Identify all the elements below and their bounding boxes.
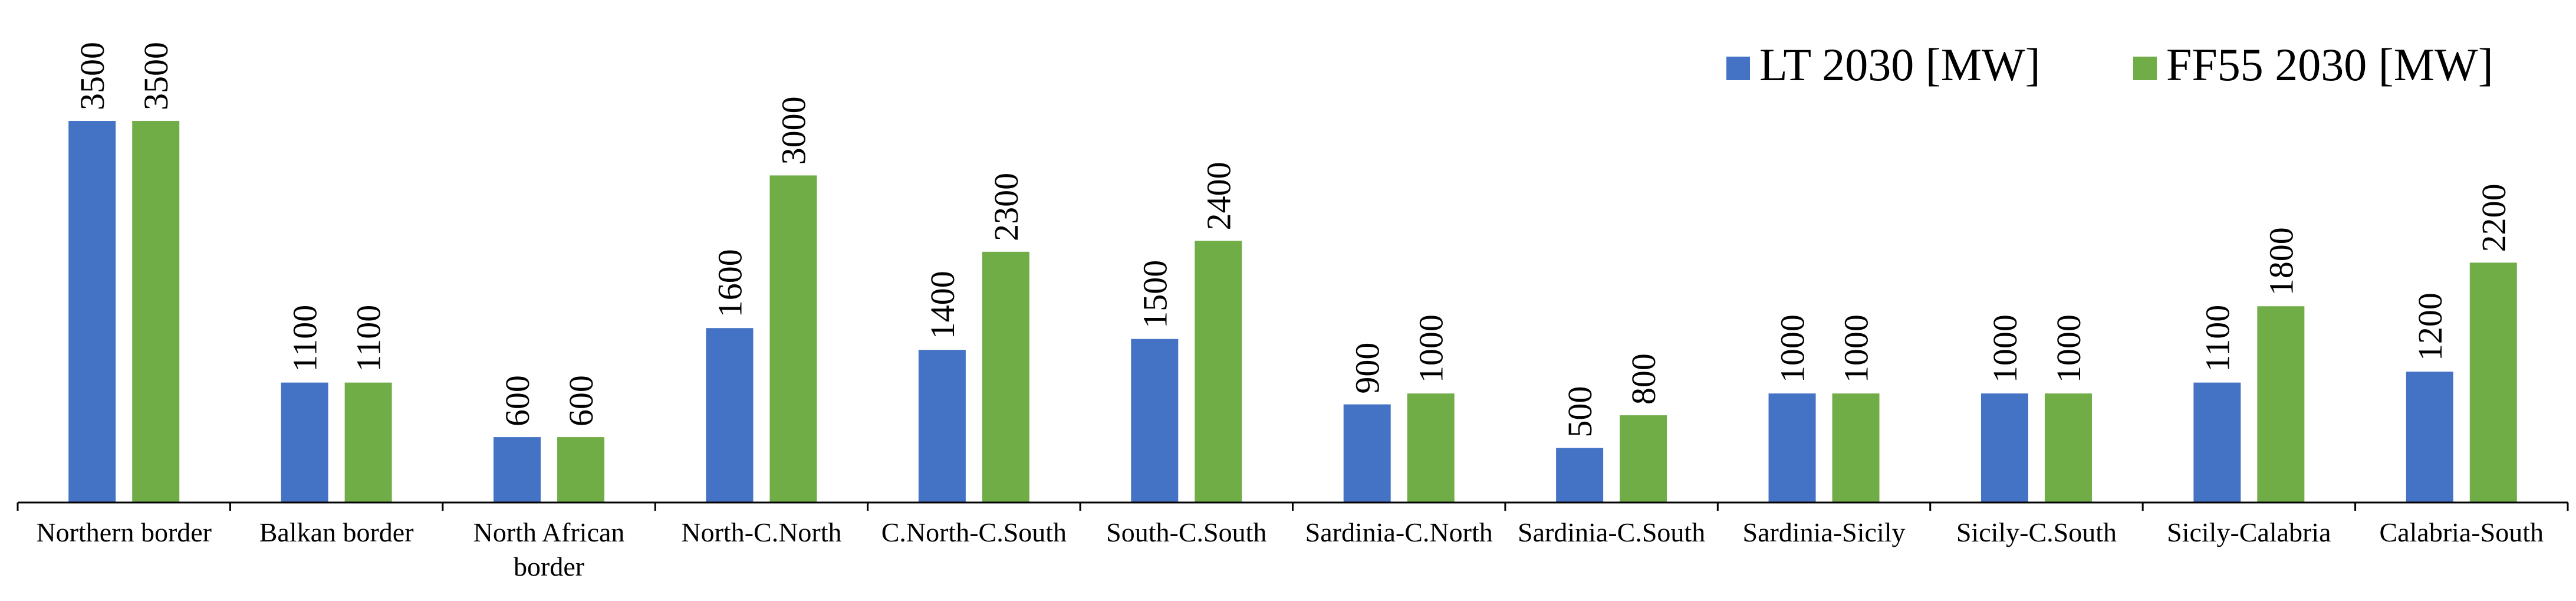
bar-ff55-2030-mw-north-c-north bbox=[769, 175, 817, 503]
data-label: 1600 bbox=[710, 249, 749, 317]
bar-ff55-2030-mw-south-c-south bbox=[1195, 241, 1242, 503]
data-label: 500 bbox=[1561, 386, 1599, 438]
x-tick-label-north-c-north: North-C.North bbox=[681, 517, 841, 547]
bar-lt-2030-mw-south-c-south bbox=[1131, 339, 1179, 503]
bar-ff55-2030-mw-northern-border bbox=[132, 121, 180, 503]
data-label: 600 bbox=[498, 375, 537, 426]
bar-lt-2030-mw-sardinia-c-south bbox=[1556, 448, 1604, 503]
bar-lt-2030-mw-northern-border bbox=[68, 121, 116, 503]
bar-ff55-2030-mw-sicily-c-south bbox=[2044, 393, 2092, 503]
x-tick-label-balkan-border: Balkan border bbox=[259, 517, 414, 547]
bar-lt-2030-mw-sardinia-c-north bbox=[1343, 404, 1391, 503]
data-label: 1100 bbox=[2198, 305, 2236, 372]
bar-ff55-2030-mw-sardinia-c-south bbox=[1620, 415, 1667, 503]
data-label: 1500 bbox=[1136, 260, 1174, 329]
legend: LT 2030 [MW] FF55 2030 [MW] bbox=[1726, 39, 2493, 90]
x-tick-label-sardinia-c-south: Sardinia-C.South bbox=[1518, 517, 1705, 547]
x-tick-label-northern-border: Northern border bbox=[36, 517, 212, 547]
legend-swatch-lt-2030-mw bbox=[1726, 57, 1750, 80]
data-label: 2400 bbox=[1199, 162, 1238, 230]
data-label: 1400 bbox=[923, 271, 962, 339]
bar-ff55-2030-mw-sardinia-sicily bbox=[1832, 393, 1880, 503]
bar-ff55-2030-mw-c-north-c-south bbox=[982, 251, 1029, 503]
data-label: 800 bbox=[1624, 353, 1663, 405]
bar-lt-2030-mw-north-african-border bbox=[494, 437, 541, 503]
bars-group bbox=[68, 121, 2517, 503]
data-label: 3500 bbox=[73, 42, 111, 110]
data-label: 1800 bbox=[2262, 227, 2300, 295]
data-label: 1100 bbox=[350, 305, 388, 372]
x-ticks-group bbox=[17, 503, 2569, 511]
bar-ff55-2030-mw-balkan-border bbox=[344, 382, 392, 503]
x-tick-label-sardinia-sicily: Sardinia-Sicily bbox=[1743, 517, 1906, 547]
bar-lt-2030-mw-sicily-c-south bbox=[1980, 393, 2028, 503]
data-label: 1000 bbox=[1837, 314, 1876, 383]
x-tick-label-sicily-c-south: Sicily-C.South bbox=[1956, 517, 2117, 547]
legend-label-lt-2030-mw: LT 2030 [MW] bbox=[1759, 39, 2041, 90]
bar-ff55-2030-mw-calabria-south bbox=[2469, 262, 2517, 503]
bar-lt-2030-mw-c-north-c-south bbox=[918, 350, 966, 503]
data-label: 600 bbox=[562, 375, 600, 426]
data-label: 3000 bbox=[774, 96, 812, 165]
x-tick-label-sicily-calabria: Sicily-Calabria bbox=[2167, 517, 2331, 547]
data-label: 1000 bbox=[1774, 314, 1812, 383]
data-label: 2200 bbox=[2475, 183, 2513, 252]
x-tick-label-sardinia-c-north: Sardinia-C.North bbox=[1305, 517, 1493, 547]
legend-swatch-ff55-2030-mw bbox=[2133, 57, 2157, 80]
bar-lt-2030-mw-calabria-south bbox=[2406, 372, 2453, 503]
bar-ff55-2030-mw-north-african-border bbox=[557, 437, 605, 503]
x-tick-label-south-c-south: South-C.South bbox=[1106, 517, 1266, 547]
x-tick-labels-group: Northern border Balkan border North Africa… bbox=[36, 517, 2544, 582]
data-label: 1000 bbox=[1986, 314, 2024, 383]
data-label: 900 bbox=[1348, 343, 1387, 394]
bar-ff55-2030-mw-sardinia-c-north bbox=[1407, 393, 1455, 503]
bar-ff55-2030-mw-sicily-calabria bbox=[2257, 306, 2305, 503]
legend-label-ff55-2030-mw: FF55 2030 [MW] bbox=[2166, 39, 2493, 90]
data-label: 1100 bbox=[286, 305, 324, 372]
bar-lt-2030-mw-north-c-north bbox=[706, 328, 754, 503]
bar-lt-2030-mw-sicily-calabria bbox=[2193, 382, 2241, 503]
data-label: 3500 bbox=[137, 42, 175, 110]
x-tick-label-calabria-south: Calabria-South bbox=[2380, 517, 2544, 547]
data-label: 1200 bbox=[2411, 293, 2449, 361]
bar-lt-2030-mw-sardinia-sicily bbox=[1768, 393, 1816, 503]
x-tick-label-c-north-c-south: C.North-C.South bbox=[881, 517, 1067, 547]
data-label: 1000 bbox=[1412, 314, 1450, 383]
x-tick-label-north-african-border: North African border bbox=[473, 517, 625, 582]
data-label: 1000 bbox=[2049, 314, 2088, 383]
bar-lt-2030-mw-balkan-border bbox=[281, 382, 328, 503]
data-labels-group: 3500 3500 1100 1100 600 600 1600 3000 1400 2300 15… bbox=[73, 42, 2513, 438]
data-label: 2300 bbox=[987, 173, 1025, 241]
